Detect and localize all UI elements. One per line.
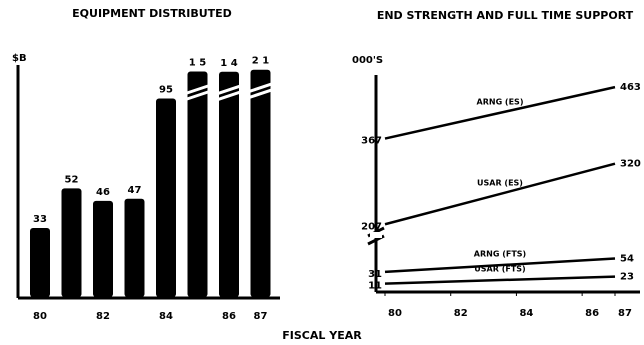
start-label: 367 [361,136,382,147]
bar [30,228,50,297]
x-tick-label: 86 [585,308,599,319]
chart-title: EQUIPMENT DISTRIBUTED [72,7,232,20]
end-label: 23 [620,272,634,283]
bar [219,71,239,297]
x-tick-label: 86 [222,311,236,322]
start-label: 11 [368,281,382,292]
bar-break [216,84,242,102]
x-axis-label: FISCAL YEAR [282,329,362,342]
value-label: 33 [33,214,47,225]
end-label: 54 [620,254,634,265]
x-tick-label: 80 [33,311,47,322]
end-label: 463 [620,82,641,93]
x-tick-label: 84 [159,311,173,322]
series-name: ARNG (ES) [477,97,524,106]
value-label: 1 5 [189,58,206,69]
bar [93,200,113,297]
bar [61,188,82,297]
bar-break [248,82,273,100]
series-line [384,85,616,140]
y-axis-label: 000'S [352,55,383,66]
series-line [384,257,616,274]
bar-break [185,84,210,101]
bar [156,98,176,297]
series-name: ARNG (FTS) [474,250,526,259]
axis-break-gap [370,232,382,238]
value-label: 95 [159,84,173,95]
value-label: 46 [96,187,110,198]
x-tick-label: 82 [454,308,468,319]
x-tick-label: 84 [519,308,533,319]
bar [187,71,208,297]
x-tick-label: 80 [388,308,402,319]
bar [250,69,271,297]
value-label: 52 [65,174,79,185]
series-line [384,275,616,285]
chart-title: END STRENGTH AND FULL TIME SUPPORT [377,9,634,22]
y-axis-label: $B [12,53,27,64]
value-label: 1 4 [220,58,237,69]
end-label: 320 [620,159,641,170]
x-tick-label: 87 [254,311,268,322]
value-label: 2 1 [252,56,269,67]
value-label: 47 [128,185,142,196]
bar [124,198,145,297]
x-tick-label: 87 [618,308,632,319]
start-label: 31 [368,269,382,280]
x-tick-label: 82 [96,311,110,322]
series-line [384,162,616,226]
series-name: USAR (ES) [477,178,523,187]
start-label: 207 [361,221,382,232]
series-name: USAR (FTS) [474,265,525,274]
